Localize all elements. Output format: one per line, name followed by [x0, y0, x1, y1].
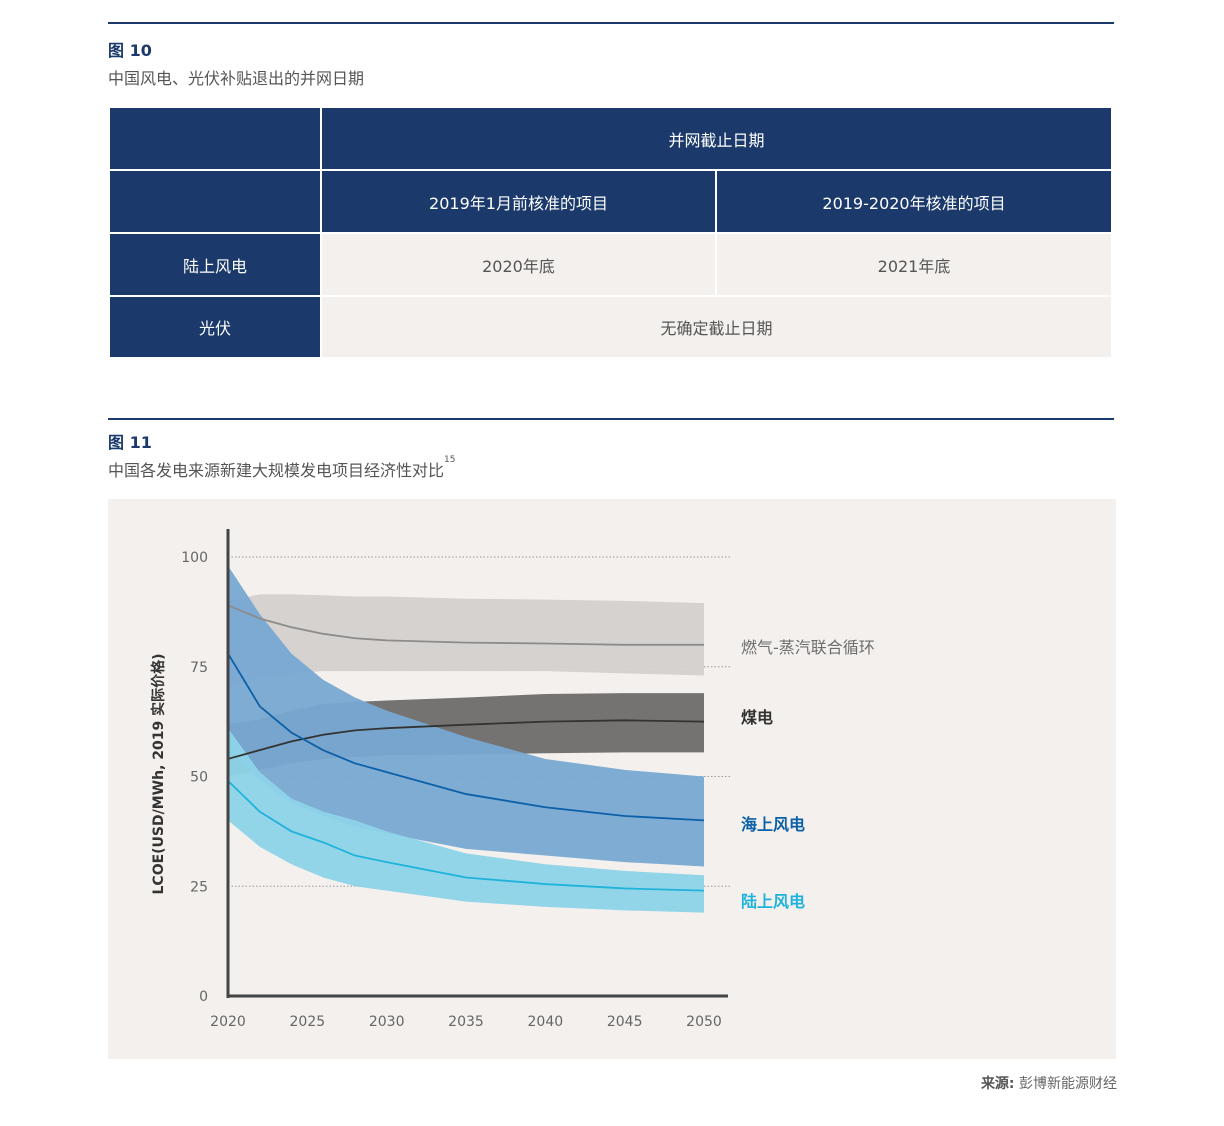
y-axis-title: LCOE(USD/MWh, 2019 实际价格)	[150, 653, 167, 894]
x-tick-label: 2020	[210, 1014, 246, 1030]
figure10-label: 图 10	[108, 41, 152, 60]
x-tick-label: 2050	[686, 1014, 722, 1030]
table-header-top: 并网截止日期	[319, 106, 1114, 171]
y-tick-label: 50	[190, 770, 208, 786]
y-tick-label: 25	[190, 879, 208, 895]
table-header-col-b: 2019-2020年核准的项目	[714, 169, 1114, 234]
table-cell-merged: 无确定截止日期	[319, 295, 1114, 359]
chart-panel: 0 25 50 75 100 2020 2025 2030 2035 2040 2045 2050 LC…	[108, 499, 1116, 1059]
x-tick-label: 2040	[528, 1014, 564, 1030]
uncertainty-band	[228, 594, 704, 689]
top-rule	[108, 22, 1114, 24]
series-label: 燃气-蒸汽联合循环	[741, 638, 875, 657]
x-tick-label: 2035	[448, 1014, 484, 1030]
table-corner-cell	[108, 169, 322, 234]
series-line	[227, 653, 705, 822]
section-rule	[108, 418, 1114, 420]
uncertainty-band	[228, 728, 704, 913]
y-tick-label: 0	[199, 989, 208, 1005]
uncertainty-band	[228, 565, 704, 867]
x-tick-label: 2025	[290, 1014, 326, 1030]
x-tick-label: 2030	[369, 1014, 405, 1030]
footnote-marker: 15	[444, 455, 456, 465]
table-cell: 2020年底	[320, 232, 717, 297]
subsidy-table: 并网截止日期 2019年1月前核准的项目 2019-2020年核准的项目 陆上风…	[108, 106, 1114, 359]
source-note: 来源: 彭博新能源财经	[980, 1076, 1117, 1092]
figure10-title: 中国风电、光伏补贴退出的并网日期	[108, 69, 365, 88]
series-label: 海上风电	[741, 815, 805, 834]
series-label: 陆上风电	[741, 892, 805, 911]
y-tick-label: 75	[190, 660, 208, 676]
table-row-label: 光伏	[108, 295, 322, 359]
series-line	[227, 719, 705, 760]
lcoe-chart: 0 25 50 75 100 2020 2025 2030 2035 2040 2045 2050 LC…	[150, 529, 875, 1030]
table-row-label: 陆上风电	[108, 232, 322, 297]
figure11-title: 中国各发电来源新建大规模发电项目经济性对比15	[108, 455, 456, 480]
series-line	[227, 604, 704, 646]
figure11-label: 图 11	[108, 433, 152, 452]
table-cell: 2021年底	[714, 232, 1114, 297]
table-header-col-a: 2019年1月前核准的项目	[320, 169, 717, 234]
series-label: 煤电	[741, 708, 773, 727]
y-tick-label: 100	[181, 550, 208, 566]
x-tick-label: 2045	[607, 1014, 643, 1030]
series-line	[227, 780, 705, 892]
table-corner-cell	[108, 106, 322, 171]
